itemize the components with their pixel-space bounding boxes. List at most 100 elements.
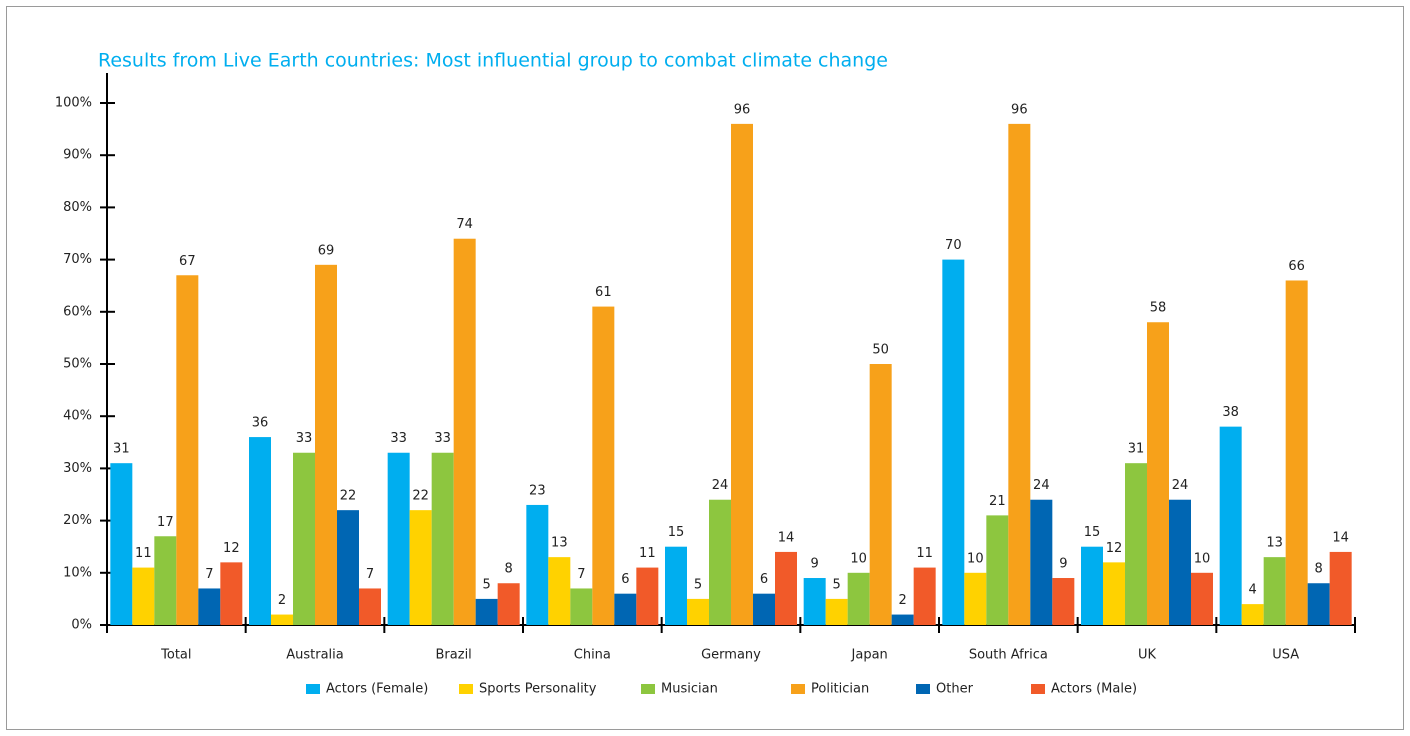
data-label: 8 [505, 562, 513, 577]
data-label: 24 [1172, 478, 1189, 493]
data-label: 66 [1288, 259, 1305, 274]
data-label: 2 [899, 593, 907, 608]
y-tick-label: 30% [63, 461, 92, 476]
legend-swatch [459, 684, 473, 694]
bar [869, 364, 892, 625]
data-label: 10 [850, 551, 867, 566]
legend-label: Other [936, 682, 974, 697]
y-tick-label: 20% [63, 513, 92, 528]
data-label: 9 [811, 557, 819, 572]
legend-swatch [916, 684, 930, 694]
data-label: 7 [366, 567, 374, 582]
data-label: 22 [340, 489, 357, 504]
data-label: 5 [483, 577, 491, 592]
bar [1081, 546, 1103, 625]
data-label: 70 [945, 238, 962, 253]
bar [1103, 562, 1125, 625]
y-tick-label: 100% [55, 96, 92, 111]
bar [154, 536, 177, 625]
bar [359, 588, 381, 625]
data-label: 96 [734, 102, 751, 117]
bar [1147, 322, 1169, 625]
data-label: 36 [252, 416, 269, 431]
bar [731, 123, 753, 625]
data-label: 22 [412, 489, 429, 504]
data-label: 24 [712, 478, 729, 493]
y-tick-label: 80% [63, 200, 92, 215]
legend-swatch [1031, 684, 1045, 694]
bar [387, 452, 410, 625]
data-label: 58 [1150, 301, 1167, 316]
data-label: 9 [1059, 557, 1067, 572]
x-tick-label: USA [1272, 648, 1299, 663]
bar [548, 557, 571, 625]
data-label: 6 [760, 572, 768, 587]
bar [570, 588, 593, 625]
data-label: 33 [296, 431, 313, 446]
bar [1285, 280, 1308, 625]
data-label: 5 [833, 577, 841, 592]
data-label: 31 [1128, 442, 1145, 457]
data-label: 10 [1194, 551, 1211, 566]
data-label: 69 [318, 243, 335, 258]
x-tick-label: Total [160, 648, 191, 663]
data-label: 74 [456, 217, 473, 232]
data-label: 10 [967, 551, 984, 566]
bar [249, 437, 271, 625]
bar [198, 588, 221, 625]
bar [687, 598, 709, 625]
data-label: 11 [916, 546, 933, 561]
bar [614, 593, 637, 625]
bar [315, 264, 337, 625]
data-label: 33 [390, 431, 407, 446]
bar [986, 515, 1009, 625]
data-label: 4 [1249, 583, 1257, 598]
bar [665, 546, 687, 625]
data-label: 31 [113, 442, 130, 457]
bar [709, 499, 731, 625]
bar [1241, 604, 1264, 625]
x-tick-label: Australia [286, 648, 344, 663]
bar [293, 452, 315, 625]
data-label: 67 [179, 254, 196, 269]
data-label: 14 [1332, 530, 1349, 545]
y-tick-label: 90% [63, 148, 92, 163]
data-label: 11 [639, 546, 656, 561]
y-tick-label: 0% [71, 618, 92, 633]
bar [1219, 426, 1242, 625]
legend-label: Actors (Male) [1051, 682, 1137, 697]
y-tick-label: 40% [63, 409, 92, 424]
bar [636, 567, 659, 625]
bar [1191, 572, 1213, 625]
data-label: 8 [1315, 562, 1323, 577]
bar [337, 510, 359, 625]
data-label: 21 [989, 494, 1006, 509]
frame [6, 6, 1404, 730]
x-tick-label: South Africa [969, 648, 1048, 663]
bar [1030, 499, 1053, 625]
bar [1052, 578, 1075, 625]
data-label: 7 [205, 567, 213, 582]
data-label: 2 [278, 593, 286, 608]
x-tick-label: UK [1138, 648, 1157, 663]
bar [176, 275, 199, 625]
bar [775, 551, 797, 625]
legend-swatch [791, 684, 805, 694]
legend-label: Musician [661, 682, 718, 697]
data-label: 61 [595, 285, 612, 300]
data-label: 23 [529, 483, 546, 498]
data-label: 96 [1011, 102, 1028, 117]
x-tick-label: China [574, 648, 611, 663]
y-tick-label: 70% [63, 252, 92, 267]
data-label: 15 [1084, 525, 1101, 540]
bar [110, 463, 133, 625]
data-label: 13 [551, 536, 568, 551]
bar [753, 593, 775, 625]
data-label: 15 [668, 525, 685, 540]
bar [271, 614, 293, 625]
data-label: 14 [778, 530, 795, 545]
bar [526, 504, 549, 625]
bar [1307, 583, 1330, 625]
bar [409, 510, 432, 625]
